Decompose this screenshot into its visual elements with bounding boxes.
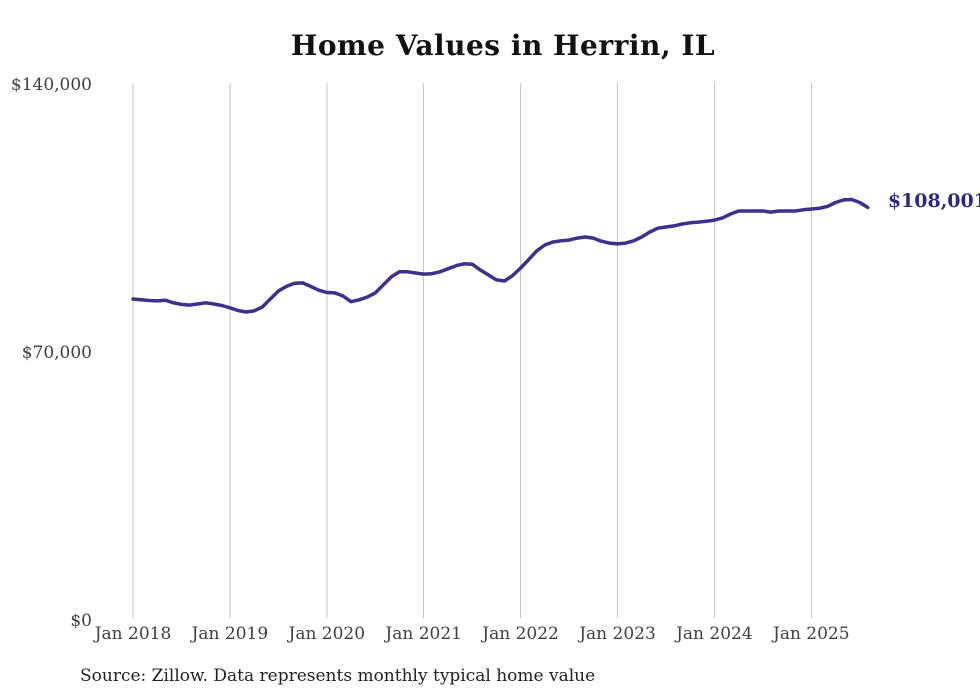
x-axis-tick-label: Jan 2023 [579, 624, 656, 644]
x-axis-tick-label: Jan 2025 [773, 624, 850, 644]
source-note: Source: Zillow. Data represents monthly … [80, 666, 596, 686]
chart-title: Home Values in Herrin, IL [290, 29, 716, 62]
y-axis-tick-label: $70,000 [21, 343, 92, 363]
x-axis-tick-label: Jan 2021 [385, 624, 462, 644]
y-axis-tick-label: $0 [70, 611, 92, 631]
x-axis-tick-label: Jan 2024 [676, 624, 753, 644]
x-axis-tick-label: Jan 2022 [482, 624, 559, 644]
x-axis-tick-label: Jan 2019 [191, 624, 269, 644]
x-axis-tick-label: Jan 2018 [94, 624, 172, 644]
x-axis-tick-label: Jan 2020 [288, 624, 366, 644]
value-line [131, 197, 870, 314]
latest-value-label: $108,001 [887, 189, 980, 212]
y-axis-tick-label: $140,000 [10, 75, 92, 95]
